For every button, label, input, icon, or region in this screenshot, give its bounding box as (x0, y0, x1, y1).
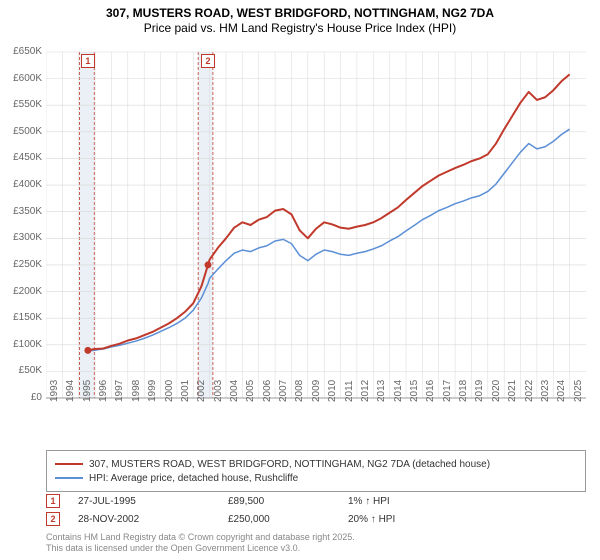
xtick-label: 2006 (262, 380, 273, 402)
xtick-label: 1995 (82, 380, 93, 402)
title-address: 307, MUSTERS ROAD, WEST BRIDGFORD, NOTTI… (10, 6, 590, 20)
annotation-price: 28-NOV-2002 (78, 514, 228, 525)
xtick-label: 1993 (49, 380, 60, 402)
xtick-label: 2016 (425, 380, 436, 402)
xtick-label: 2014 (393, 380, 404, 402)
xtick-label: 1998 (131, 380, 142, 402)
annotation-marker: 1 (46, 494, 60, 508)
ytick-label: £300K (0, 232, 42, 243)
annotation-row: 127-JUL-1995£89,5001% ↑ HPI (46, 492, 586, 510)
xtick-label: 2025 (573, 380, 584, 402)
ytick-label: £200K (0, 286, 42, 297)
ytick-label: £500K (0, 126, 42, 137)
xtick-label: 2013 (376, 380, 387, 402)
xtick-label: 2017 (442, 380, 453, 402)
annotation-pct: 1% ↑ HPI (348, 496, 448, 507)
ytick-label: £250K (0, 259, 42, 270)
annotation-pct: 20% ↑ HPI (348, 514, 448, 525)
footnote-line1: Contains HM Land Registry data © Crown c… (46, 532, 586, 543)
annotation-table: 127-JUL-1995£89,5001% ↑ HPI228-NOV-2002£… (46, 492, 586, 528)
xtick-label: 2008 (294, 380, 305, 402)
xtick-label: 2004 (229, 380, 240, 402)
legend-text: 307, MUSTERS ROAD, WEST BRIDGFORD, NOTTI… (89, 459, 490, 470)
xtick-label: 2001 (180, 380, 191, 402)
xtick-label: 2018 (458, 380, 469, 402)
xtick-label: 1994 (65, 380, 76, 402)
ytick-label: £400K (0, 179, 42, 190)
xtick-label: 2020 (491, 380, 502, 402)
title-subtitle: Price paid vs. HM Land Registry's House … (10, 21, 590, 35)
annotation-price: 27-JUL-1995 (78, 496, 228, 507)
legend-box: 307, MUSTERS ROAD, WEST BRIDGFORD, NOTTI… (46, 450, 586, 492)
ytick-label: £650K (0, 46, 42, 57)
legend-row: HPI: Average price, detached house, Rush… (55, 471, 577, 485)
xtick-label: 2015 (409, 380, 420, 402)
xtick-label: 2000 (164, 380, 175, 402)
footnote-line2: This data is licensed under the Open Gov… (46, 543, 586, 554)
legend-swatch (55, 477, 83, 479)
xtick-label: 2005 (245, 380, 256, 402)
ytick-label: £350K (0, 206, 42, 217)
xtick-label: 2010 (327, 380, 338, 402)
xtick-label: 2023 (540, 380, 551, 402)
title-block: 307, MUSTERS ROAD, WEST BRIDGFORD, NOTTI… (0, 0, 600, 37)
footnote: Contains HM Land Registry data © Crown c… (46, 532, 586, 554)
xtick-label: 2009 (311, 380, 322, 402)
ytick-label: £0 (0, 392, 42, 403)
xtick-label: 2022 (524, 380, 535, 402)
legend-text: HPI: Average price, detached house, Rush… (89, 473, 298, 484)
xtick-label: 2003 (213, 380, 224, 402)
chart-container: 307, MUSTERS ROAD, WEST BRIDGFORD, NOTTI… (0, 0, 600, 560)
chart-svg (46, 44, 586, 414)
xtick-label: 1997 (114, 380, 125, 402)
xtick-label: 1996 (98, 380, 109, 402)
legend-swatch (55, 463, 83, 465)
ytick-label: £150K (0, 312, 42, 323)
xtick-label: 2012 (360, 380, 371, 402)
annotation-marker: 2 (46, 512, 60, 526)
ytick-label: £600K (0, 73, 42, 84)
ytick-label: £550K (0, 99, 42, 110)
xtick-label: 2024 (556, 380, 567, 402)
xtick-label: 2019 (474, 380, 485, 402)
sale-marker-1: 1 (81, 54, 95, 68)
ytick-label: £50K (0, 365, 42, 376)
xtick-label: 2002 (196, 380, 207, 402)
sale-marker-2: 2 (201, 54, 215, 68)
chart-area: £0£50K£100K£150K£200K£250K£300K£350K£400… (46, 44, 586, 414)
xtick-label: 2011 (344, 380, 355, 402)
legend-row: 307, MUSTERS ROAD, WEST BRIDGFORD, NOTTI… (55, 457, 577, 471)
xtick-label: 2021 (507, 380, 518, 402)
annotation-row: 228-NOV-2002£250,00020% ↑ HPI (46, 510, 586, 528)
xtick-label: 1999 (147, 380, 158, 402)
xtick-label: 2007 (278, 380, 289, 402)
ytick-label: £100K (0, 339, 42, 350)
ytick-label: £450K (0, 152, 42, 163)
